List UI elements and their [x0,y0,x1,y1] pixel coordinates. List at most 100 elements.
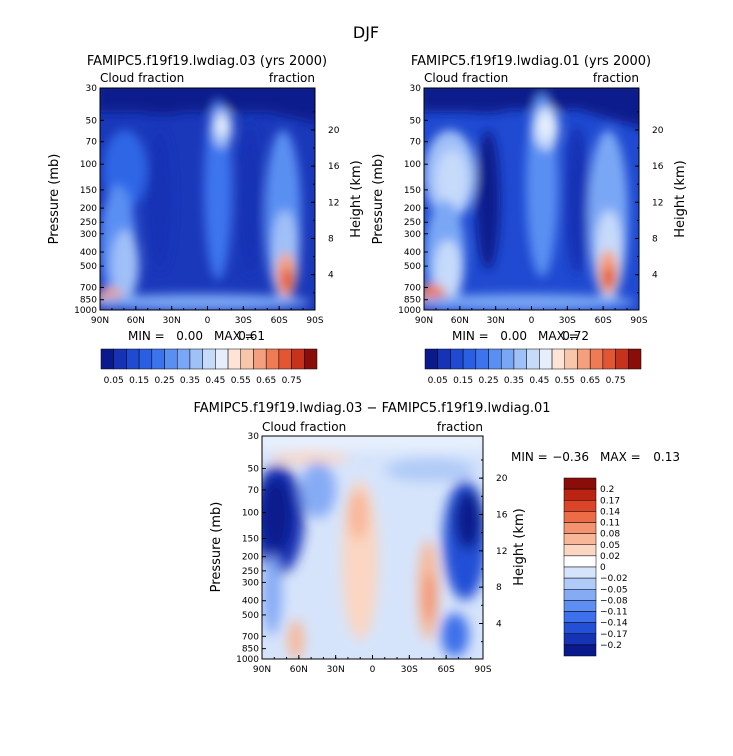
panel-3-upper-trop-negative [385,458,475,482]
panel-3-sh-polar-core [454,490,482,550]
colorbar-label: 0.11 [600,519,620,529]
x-tick-label: 0 [205,316,211,326]
x-tick-label: 60N [451,316,469,326]
height-tick-label: 8 [328,234,334,244]
y-tick-label: 700 [404,283,421,293]
panel-1-max-label: MAX = [214,329,255,343]
panel-3-y-ticks-right: 20 16 12 8 4 [479,459,508,643]
colorbar-label: 0.35 [180,376,200,386]
colorbar-label: 0.55 [231,376,251,386]
y-tick-label: 1000 [398,306,421,316]
y-tick-label: 100 [80,160,97,170]
height-tick-label: 4 [328,271,334,281]
colorbar-label: 0.65 [256,376,276,386]
colorbar-label: −0.14 [600,619,628,629]
x-tick-label: 30S [559,316,576,326]
panel-2-left-label: Cloud fraction [424,71,508,85]
x-tick-label: 90S [474,665,491,675]
x-tick-label: 60N [290,665,308,675]
x-tick-label: 90S [306,316,323,326]
y-tick-label: 150 [242,534,259,544]
panel-1-nh-subtrop-dry [148,130,172,270]
panel-3-sh-positive-core [424,573,436,623]
colorbar-swatch [563,522,597,534]
panel-1-itcz-top [216,116,228,136]
colorbar-label: 0.25 [479,376,499,386]
colorbar-label: 0.17 [600,496,620,506]
panel-2-nh-upper-core [436,150,468,210]
panel-2-itcz-top [538,114,554,138]
panel-3-max-label: MAX = [600,450,641,464]
panel-2-y-ticks-right: 20 16 12 8 4 [635,111,664,294]
panel-3-max-value: 0.13 [653,450,680,464]
panel-1-left-label: Cloud fraction [100,71,184,85]
colorbar-label: 0.05 [104,376,124,386]
height-tick-label: 12 [328,198,339,208]
y-tick-label: 700 [242,632,259,642]
height-tick-label: 20 [328,126,340,136]
panel-2-surface-band [424,294,635,310]
colorbar-label: 0.65 [580,376,600,386]
y-tick-label: 200 [242,553,259,563]
colorbar-label: −0.2 [600,641,622,651]
colorbar-label: 0.14 [600,507,620,517]
colorbar-label: −0.17 [600,630,628,640]
height-tick-label: 20 [496,474,508,484]
y-tick-label: 50 [86,116,98,126]
colorbar-label: −0.02 [600,574,628,584]
height-tick-label: 20 [652,126,664,136]
panel-1-right-label: fraction [269,71,315,85]
colorbar-label: 0.05 [428,376,448,386]
colorbar-swatch [615,348,629,370]
x-tick-label: 90N [415,316,433,326]
colorbar-label: 0.35 [504,376,524,386]
colorbar-label: 0.02 [600,552,620,562]
colorbar-swatch [424,348,438,370]
x-tick-label: 0 [529,316,535,326]
colorbar-swatch [563,500,597,512]
y-tick-label: 1000 [236,655,259,665]
colorbar-swatch [563,644,597,657]
panel-2-min-value: 0.00 [500,329,527,343]
height-tick-label: 16 [652,162,664,172]
x-tick-label: 30S [401,665,418,675]
panel-3-tropical-positive-upper [348,490,368,540]
colorbar-swatch [564,348,578,370]
y-tick-label: 100 [404,160,421,170]
colorbar-swatch [189,348,203,370]
y-tick-label: 500 [242,611,259,621]
panel-1-min-label: MIN = [128,329,165,343]
x-tick-label: 30N [327,665,345,675]
y-tick-label: 250 [242,567,259,577]
colorbar-swatch [253,348,267,370]
panel-3: FAMIPC5.f19f19.lwdiag.03 − FAMIPC5.f19f1… [194,401,681,675]
colorbar-swatch [563,488,597,501]
panel-3-nh-low-negative [262,555,282,635]
colorbar-swatch [100,348,114,370]
colorbar-swatch [265,348,280,370]
colorbar-label: 0.05 [600,541,620,551]
colorbar-label: 0.08 [600,530,620,540]
height-tick-label: 16 [496,510,508,520]
x-tick-label: 90S [630,316,647,326]
colorbar-label: 0.75 [282,376,302,386]
panel-1-x-ticks: 90N 60N 30N 0 30S 60S 90S [91,306,324,326]
colorbar-swatch [126,348,140,370]
panel-2-ylabel: Pressure (mb) [371,154,386,245]
y-tick-label: 30 [248,432,260,442]
panel-2-title: FAMIPC5.f19f19.lwdiag.01 (yrs 2000) [411,54,651,69]
colorbar-swatch [563,600,597,612]
colorbar-swatch [563,544,597,557]
colorbar-swatch [628,348,642,370]
colorbar-swatch [462,348,477,370]
colorbar-swatch [304,348,318,370]
y-tick-label: 850 [404,296,421,306]
y-tick-label: 250 [80,218,97,228]
colorbar-swatch [589,348,604,370]
panel-3-nh-surface-positive [288,620,304,659]
colorbar-swatch [113,348,127,370]
y-tick-label: 70 [86,138,98,148]
colorbar-label: 0 [600,563,606,573]
